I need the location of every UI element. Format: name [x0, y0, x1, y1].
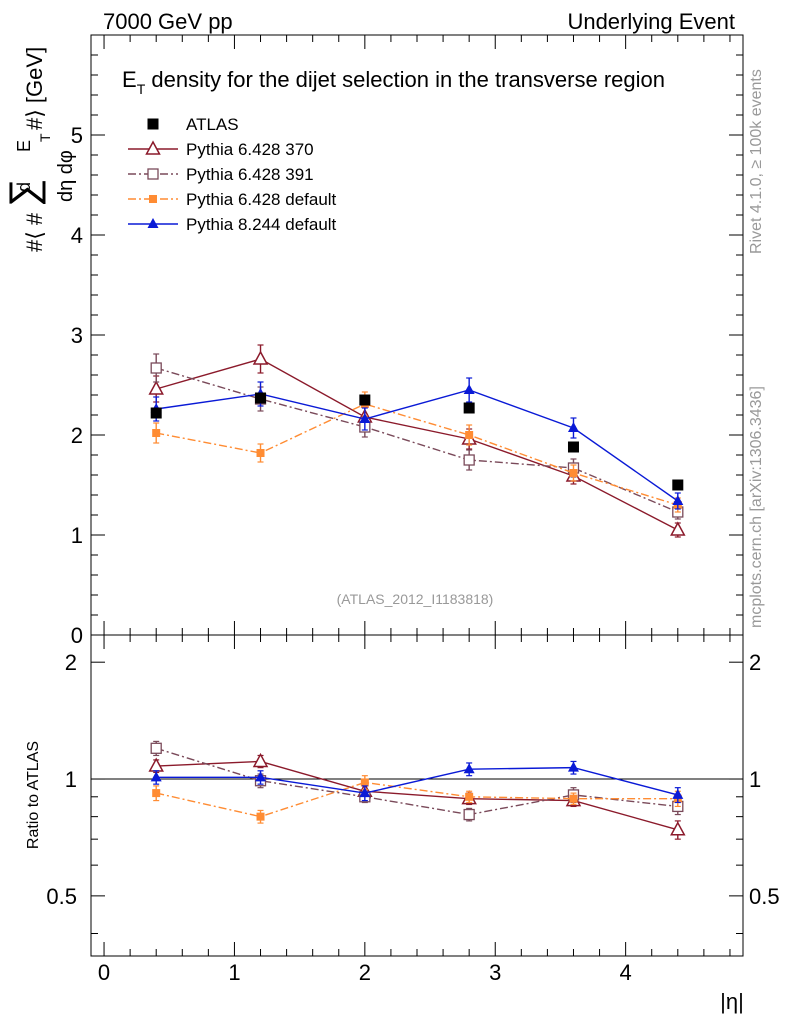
legend-pythia-6-428-370-label: Pythia 6.428 370	[186, 140, 314, 159]
main-atlas-point	[567, 441, 579, 453]
main-pythia-8-244-default-point	[567, 422, 579, 432]
ratio-pythia-6-428-default-line	[156, 781, 678, 818]
main-pythia-8-244-default-line	[156, 389, 679, 502]
ratio-y-tick-label-right: 2	[749, 650, 761, 675]
main-pythia-8-244-default-point	[672, 495, 684, 505]
svg-text:d: d	[14, 182, 34, 192]
x-tick-label: 1	[228, 960, 240, 985]
ratio-pythia-6-428-391-line	[155, 747, 678, 816]
main-atlas-point	[255, 392, 267, 404]
main-y-axis-label: #⟨ # dη dφ ∑ d E T #⟩ [GeV]	[2, 47, 77, 252]
ratio-y-tick-label-right: 1	[749, 767, 761, 792]
ratio-pythia-8-244-default-point	[150, 771, 162, 782]
x-tick-label: 0	[98, 960, 110, 985]
main-pythia-8-244-default-point	[463, 384, 475, 394]
ratio-y-axis-label: Ratio to ATLAS	[25, 741, 42, 849]
main-pythia-6-428-370-point	[252, 350, 269, 365]
mcplots-label: mcplots.cern.ch [arXiv:1306.3436]	[748, 386, 765, 628]
ratio-y-tick-label: 1	[65, 767, 77, 792]
main-y-tick-label: 0	[71, 623, 83, 648]
legend-atlas-label: ATLAS	[186, 115, 239, 134]
rivet-label: Rivet 4.1.0, ≥ 100k events	[748, 69, 765, 254]
ratio-pythia-8-244-default-point	[255, 771, 267, 782]
legend-atlas-marker	[147, 118, 159, 130]
legend-pythia-6-428-default-marker	[149, 195, 157, 203]
main-pythia-6-428-370-point	[670, 521, 686, 536]
svg-text:dη dφ: dη dφ	[55, 150, 77, 202]
main-atlas-point	[359, 394, 371, 406]
main-pythia-6-428-391-point	[150, 362, 162, 374]
header-left: 7000 GeV pp	[103, 9, 233, 34]
ratio-pythia-8-244-default-point	[463, 763, 475, 774]
main-y-tick-label: 2	[71, 423, 83, 448]
ratio-pythia-6-428-370-point	[148, 757, 164, 772]
x-tick-label: 2	[359, 960, 371, 985]
main-atlas-point	[463, 402, 475, 414]
main-y-tick-label: 5	[71, 123, 83, 148]
ratio-pythia-6-428-default-point	[360, 778, 369, 787]
main-y-tick-label: 4	[71, 223, 83, 248]
svg-text:∑: ∑	[2, 178, 46, 207]
legend-pythia-6-428-391-label: Pythia 6.428 391	[186, 165, 314, 184]
main-atlas-point	[672, 479, 684, 491]
ratio-pythia-6-428-370-point	[670, 821, 686, 836]
svg-text:T: T	[37, 133, 53, 142]
ratio-pythia-6-428-default-point	[465, 792, 474, 801]
main-pythia-6-428-default-point	[569, 469, 578, 477]
analysis-reference: (ATLAS_2012_I1183818)	[337, 591, 494, 607]
x-tick-label: 3	[489, 960, 501, 985]
header-right: Underlying Event	[567, 9, 735, 34]
legend-pythia-8-244-default-marker	[147, 218, 159, 228]
main-pythia-6-428-default-point	[152, 429, 161, 437]
main-pythia-6-428-391-line	[156, 367, 679, 513]
ratio-y-tick-label: 0.5	[46, 884, 77, 909]
svg-text:E: E	[14, 140, 34, 152]
svg-text:#⟩ [GeV]: #⟩ [GeV]	[22, 47, 47, 130]
main-pythia-6-428-391-point	[463, 454, 475, 466]
ratio-pythia-6-428-default-point	[256, 812, 265, 821]
ratio-y-tick-label: 2	[65, 650, 77, 675]
legend-pythia-6-428-default-label: Pythia 6.428 default	[186, 190, 337, 209]
plot-title: ET density for the dijet selection in th…	[122, 67, 665, 97]
ratio-pythia-8-244-default-point	[672, 788, 684, 799]
ratio-pythia-6-428-370-line	[156, 760, 678, 831]
ratio-pythia-6-428-391-point	[463, 808, 475, 821]
main-pythia-6-428-default-point	[465, 431, 474, 439]
ratio-pythia-8-244-default-line	[156, 766, 678, 796]
ratio-pythia-6-428-default-point	[152, 789, 161, 798]
svg-text:#⟨ #: #⟨ #	[22, 212, 47, 252]
ratio-pythia-8-244-default-point	[567, 761, 579, 772]
x-tick-label: 4	[620, 960, 632, 985]
legend-pythia-8-244-default-label: Pythia 8.244 default	[186, 215, 337, 234]
ratio-y-tick-label-right: 0.5	[749, 884, 780, 909]
main-y-tick-label: 1	[71, 523, 83, 548]
x-axis-label: |η|	[720, 989, 744, 1014]
main-y-tick-label: 3	[71, 323, 83, 348]
main-pythia-6-428-default-point	[256, 449, 265, 457]
ratio-pythia-8-244-default-point	[359, 787, 371, 798]
legend-pythia-6-428-391-marker	[147, 168, 159, 180]
main-atlas-point	[150, 407, 162, 419]
ratio-pythia-6-428-default-point	[569, 794, 578, 803]
ratio-pythia-6-428-391-point	[150, 742, 162, 754]
main-pythia-8-244-default-point	[359, 413, 371, 423]
legend-pythia-6-428-370-marker	[145, 140, 161, 155]
ratio-pythia-6-428-370-point	[252, 752, 269, 768]
main-pythia-6-428-370-line	[156, 358, 679, 531]
main-pythia-6-428-370-point	[148, 380, 164, 395]
main-pythia-6-428-default-line	[156, 403, 679, 506]
